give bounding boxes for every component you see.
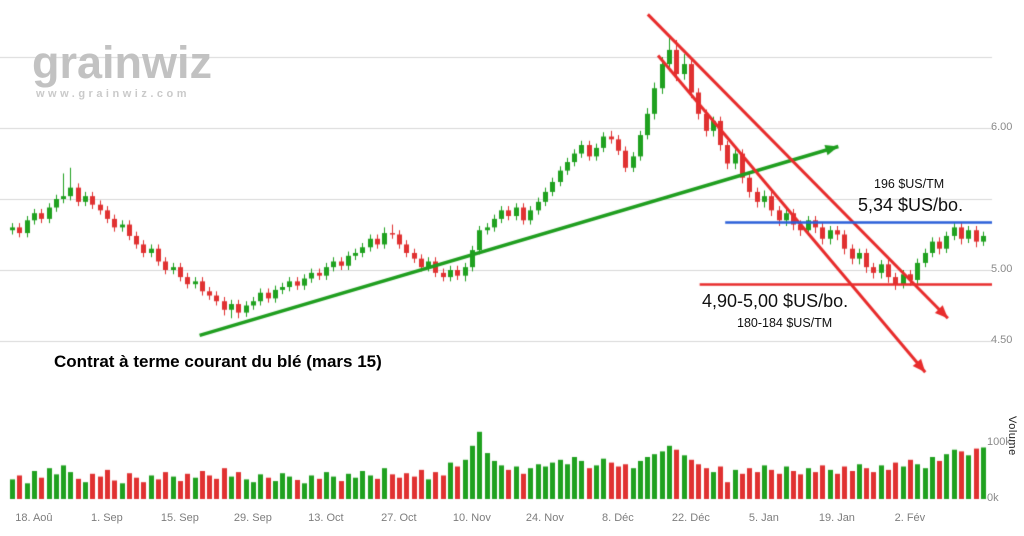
date-tick-label: 5. Jan [748, 512, 779, 524]
price-tick-label: 5.00 [991, 263, 1013, 275]
volume-axis-title: Volume [1006, 416, 1018, 456]
support-metric-label: 180-184 $US/TM [737, 316, 833, 330]
grainwiz-logo: grainwiz www.grainwiz.com [32, 40, 212, 100]
date-tick-label: 13. Oct [308, 512, 344, 524]
date-tick-label: 15. Sep [160, 512, 199, 524]
date-tick-label: 22. Déc [671, 512, 710, 524]
volume-tick-label: 100k [987, 436, 1011, 448]
chart-title: Contrat à terme courant du blé (mars 15) [54, 352, 382, 371]
date-tick-label: 24. Nov [525, 512, 564, 524]
volume-tick-label: 0k [987, 492, 999, 504]
date-tick-label: 8. Déc [601, 512, 634, 524]
date-tick-label: 27. Oct [381, 512, 417, 524]
grainwiz-logo-text: grainwiz [32, 37, 213, 88]
date-tick-label: 2. Fév [894, 512, 926, 524]
date-tick-label: 29. Sep [233, 512, 272, 524]
grainwiz-logo-url: www.grainwiz.com [36, 88, 190, 100]
support-price-label: 4,90-5,00 $US/bo. [702, 291, 849, 311]
date-tick-label: 10. Nov [452, 512, 491, 524]
price-tick-label: 6.00 [991, 121, 1013, 133]
resistance-price-label: 5,34 $US/bo. [858, 195, 964, 215]
date-tick-label: 19. Jan [818, 512, 855, 524]
price-tick-label: 4.50 [991, 334, 1013, 346]
date-tick-label: 18. Aoû [15, 512, 53, 524]
date-tick-label: 1. Sep [90, 512, 123, 524]
resistance-metric-label: 196 $US/TM [874, 177, 945, 191]
